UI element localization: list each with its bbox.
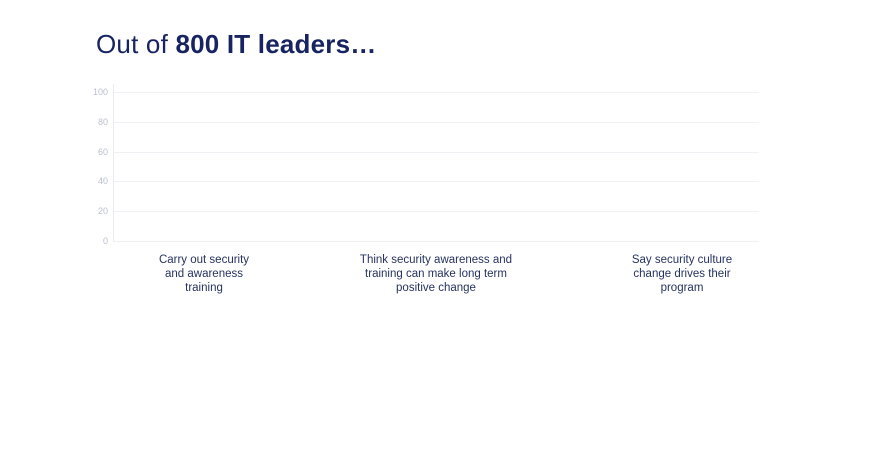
y-tick-label-20: 20 <box>97 206 108 216</box>
gridline-100 <box>113 92 759 93</box>
y-tick-label-100: 100 <box>92 87 108 97</box>
x-label-line: Say security culture <box>631 254 733 266</box>
x-label-line: Think security awareness and <box>359 254 513 266</box>
title-emphasis: 800 IT leaders… <box>175 29 377 59</box>
y-axis-line <box>113 84 114 242</box>
y-tick-label-40: 40 <box>97 176 108 186</box>
page-title: Out of 800 IT leaders… <box>96 29 377 59</box>
title-prefix: Out of <box>96 29 176 59</box>
x-label-line: change drives their <box>633 268 731 280</box>
x-axis-label-carry-out-training: Carry out security and awareness trainin… <box>104 253 304 295</box>
plot-area <box>113 92 759 241</box>
gridline-20 <box>113 211 759 212</box>
x-axis-label-long-term-change: Think security awareness and training ca… <box>336 253 536 295</box>
x-label-line: positive change <box>396 282 476 294</box>
y-tick-label-0: 0 <box>102 236 108 246</box>
x-label-line: training <box>185 282 223 294</box>
gridline-80 <box>113 122 759 123</box>
x-label-line: Carry out security <box>158 254 250 266</box>
x-label-line: training can make long term <box>365 268 507 280</box>
y-tick-label-80: 80 <box>97 117 108 127</box>
gridline-40 <box>113 181 759 182</box>
gridline-60 <box>113 152 759 153</box>
x-label-line: and awareness <box>165 268 243 280</box>
gridline-0 <box>113 241 759 242</box>
x-axis-label-security-culture: Say security culture change drives their… <box>582 253 782 295</box>
x-label-line: program <box>660 282 704 294</box>
y-tick-label-60: 60 <box>97 147 108 157</box>
